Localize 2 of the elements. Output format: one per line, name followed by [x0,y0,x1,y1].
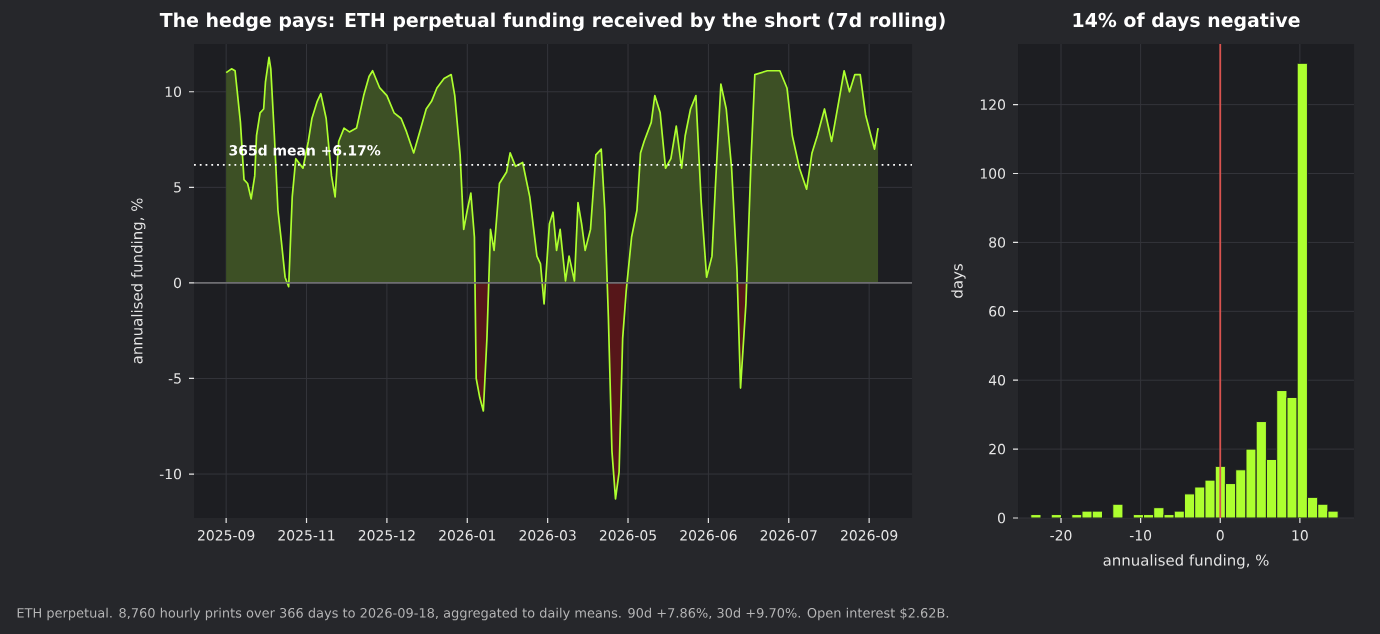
chart-title: 14% of days negative [1073,12,1300,32]
chart-title: The hedge pays: ETH perpetual funding received by the short (7d rolling) [159,12,945,32]
